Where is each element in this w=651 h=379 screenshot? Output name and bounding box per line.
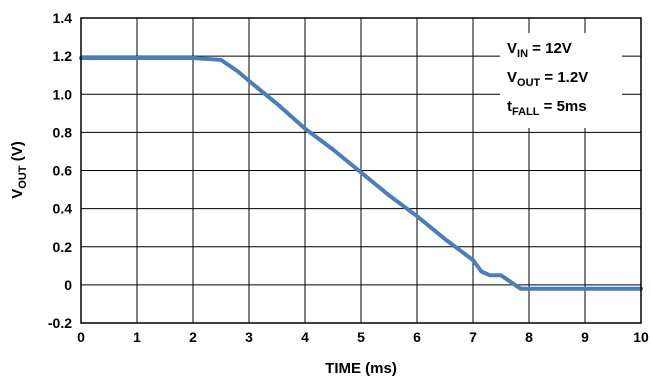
y-tick-label: 0.4 [53,201,73,217]
annotation-tfall: tFALL = 5ms [507,98,587,118]
plot-border [80,17,642,324]
annotation-vout: VOUT = 1.2V [507,69,588,89]
series [79,56,643,291]
y-axis-title: VOUT (V) [9,141,29,198]
x-tick-label: 1 [133,329,141,345]
x-tick-label: 8 [525,329,533,345]
y-tick-label: 0.8 [53,124,73,140]
x-tick-label: 7 [469,329,477,345]
x-tick-label: 0 [77,329,85,345]
y-tick-label: 0.6 [53,163,73,179]
x-tick-label: 5 [357,329,365,345]
y-tick-label: 0 [64,277,72,293]
x-tick-labels: 0 1 2 3 4 5 6 7 8 9 10 [77,329,649,345]
y-tick-label: 1.0 [53,86,73,102]
y-tick-label: -0.2 [48,315,72,331]
annotation-vin: VIN = 12V [507,40,572,60]
y-tick-label: 0.2 [53,239,73,255]
x-tick-label: 10 [633,329,649,345]
x-axis-title: TIME (ms) [325,360,397,377]
vout-trace [79,56,643,291]
y-tick-label: 1.4 [53,10,73,26]
x-tick-label: 4 [301,329,309,345]
y-tick-label: 1.2 [53,48,73,64]
annotation-box [500,33,622,128]
y-tick-labels: 1.4 1.2 1.0 0.8 0.6 0.4 0.2 0 -0.2 [48,10,72,331]
x-tick-label: 6 [413,329,421,345]
x-tick-label: 3 [245,329,253,345]
x-tick-label: 9 [581,329,589,345]
x-tick-label: 2 [189,329,197,345]
